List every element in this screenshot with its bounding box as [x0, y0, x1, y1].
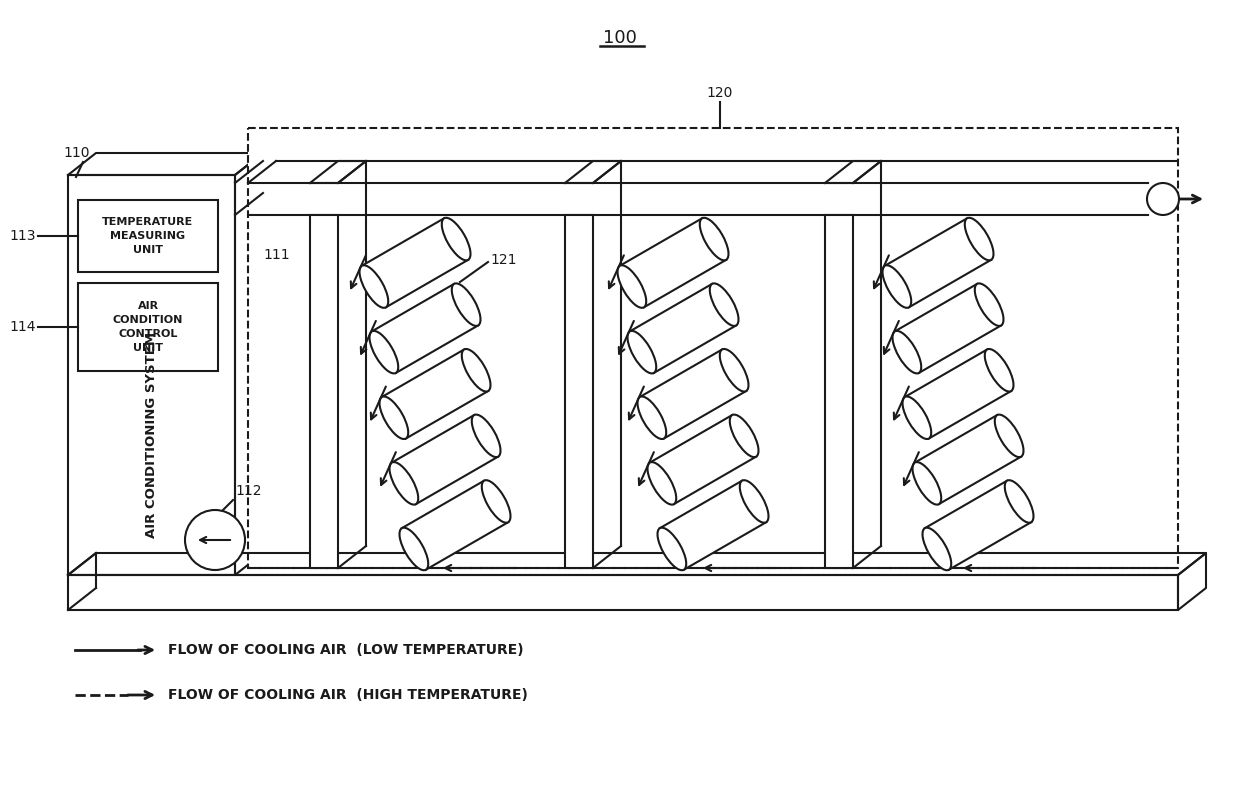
Ellipse shape	[913, 462, 941, 504]
Polygon shape	[650, 415, 756, 504]
Ellipse shape	[994, 414, 1023, 457]
Ellipse shape	[647, 462, 676, 504]
Bar	[78, 283, 218, 371]
Text: TEMPERATURE
MEASURING
UNIT: TEMPERATURE MEASURING UNIT	[103, 217, 193, 255]
Text: 112: 112	[236, 484, 262, 498]
Ellipse shape	[730, 414, 759, 457]
Polygon shape	[905, 349, 1011, 439]
Bar	[68, 175, 236, 575]
Bar	[248, 128, 1178, 568]
Ellipse shape	[883, 266, 911, 308]
Ellipse shape	[618, 266, 646, 308]
Ellipse shape	[985, 349, 1013, 392]
Ellipse shape	[657, 528, 686, 571]
Bar	[310, 215, 339, 568]
Ellipse shape	[637, 396, 666, 439]
Polygon shape	[620, 218, 727, 307]
Polygon shape	[660, 481, 766, 570]
Ellipse shape	[709, 284, 739, 326]
Text: 121: 121	[490, 253, 517, 267]
Text: FLOW OF COOLING AIR  (LOW TEMPERATURE): FLOW OF COOLING AIR (LOW TEMPERATURE)	[167, 643, 523, 657]
Text: 113: 113	[10, 229, 36, 243]
Ellipse shape	[370, 331, 398, 374]
Polygon shape	[630, 284, 737, 373]
Bar	[68, 575, 1178, 610]
Ellipse shape	[903, 396, 931, 439]
Ellipse shape	[451, 284, 481, 326]
Ellipse shape	[627, 331, 656, 374]
Ellipse shape	[719, 349, 749, 392]
Text: 114: 114	[10, 320, 36, 334]
Bar	[78, 200, 218, 272]
Ellipse shape	[699, 217, 729, 260]
Ellipse shape	[441, 217, 470, 260]
Ellipse shape	[965, 217, 993, 260]
Text: 110: 110	[63, 146, 89, 160]
Text: 120: 120	[707, 86, 733, 100]
Ellipse shape	[740, 480, 769, 522]
Polygon shape	[915, 415, 1021, 504]
Ellipse shape	[975, 284, 1003, 326]
Polygon shape	[895, 284, 1001, 373]
Ellipse shape	[461, 349, 491, 392]
Text: 111: 111	[263, 248, 290, 262]
Polygon shape	[402, 481, 508, 570]
Polygon shape	[885, 218, 991, 307]
Ellipse shape	[893, 331, 921, 374]
Polygon shape	[382, 349, 489, 439]
Ellipse shape	[471, 414, 501, 457]
Ellipse shape	[379, 396, 408, 439]
Ellipse shape	[1147, 183, 1179, 215]
Ellipse shape	[389, 462, 418, 504]
Circle shape	[185, 510, 246, 570]
Polygon shape	[362, 218, 469, 307]
Text: AIR CONDITIONING SYSTEM: AIR CONDITIONING SYSTEM	[145, 332, 157, 538]
Bar	[825, 215, 853, 568]
Polygon shape	[640, 349, 746, 439]
Polygon shape	[925, 481, 1032, 570]
Bar	[565, 215, 593, 568]
Ellipse shape	[360, 266, 388, 308]
Ellipse shape	[1004, 480, 1033, 522]
Ellipse shape	[399, 528, 428, 571]
Polygon shape	[372, 284, 479, 373]
Text: FLOW OF COOLING AIR  (HIGH TEMPERATURE): FLOW OF COOLING AIR (HIGH TEMPERATURE)	[167, 688, 528, 702]
Text: 100: 100	[603, 29, 637, 47]
Polygon shape	[392, 415, 498, 504]
Ellipse shape	[482, 480, 511, 522]
Text: AIR
CONDITION
CONTROL
UNIT: AIR CONDITION CONTROL UNIT	[113, 301, 184, 353]
Ellipse shape	[923, 528, 951, 571]
